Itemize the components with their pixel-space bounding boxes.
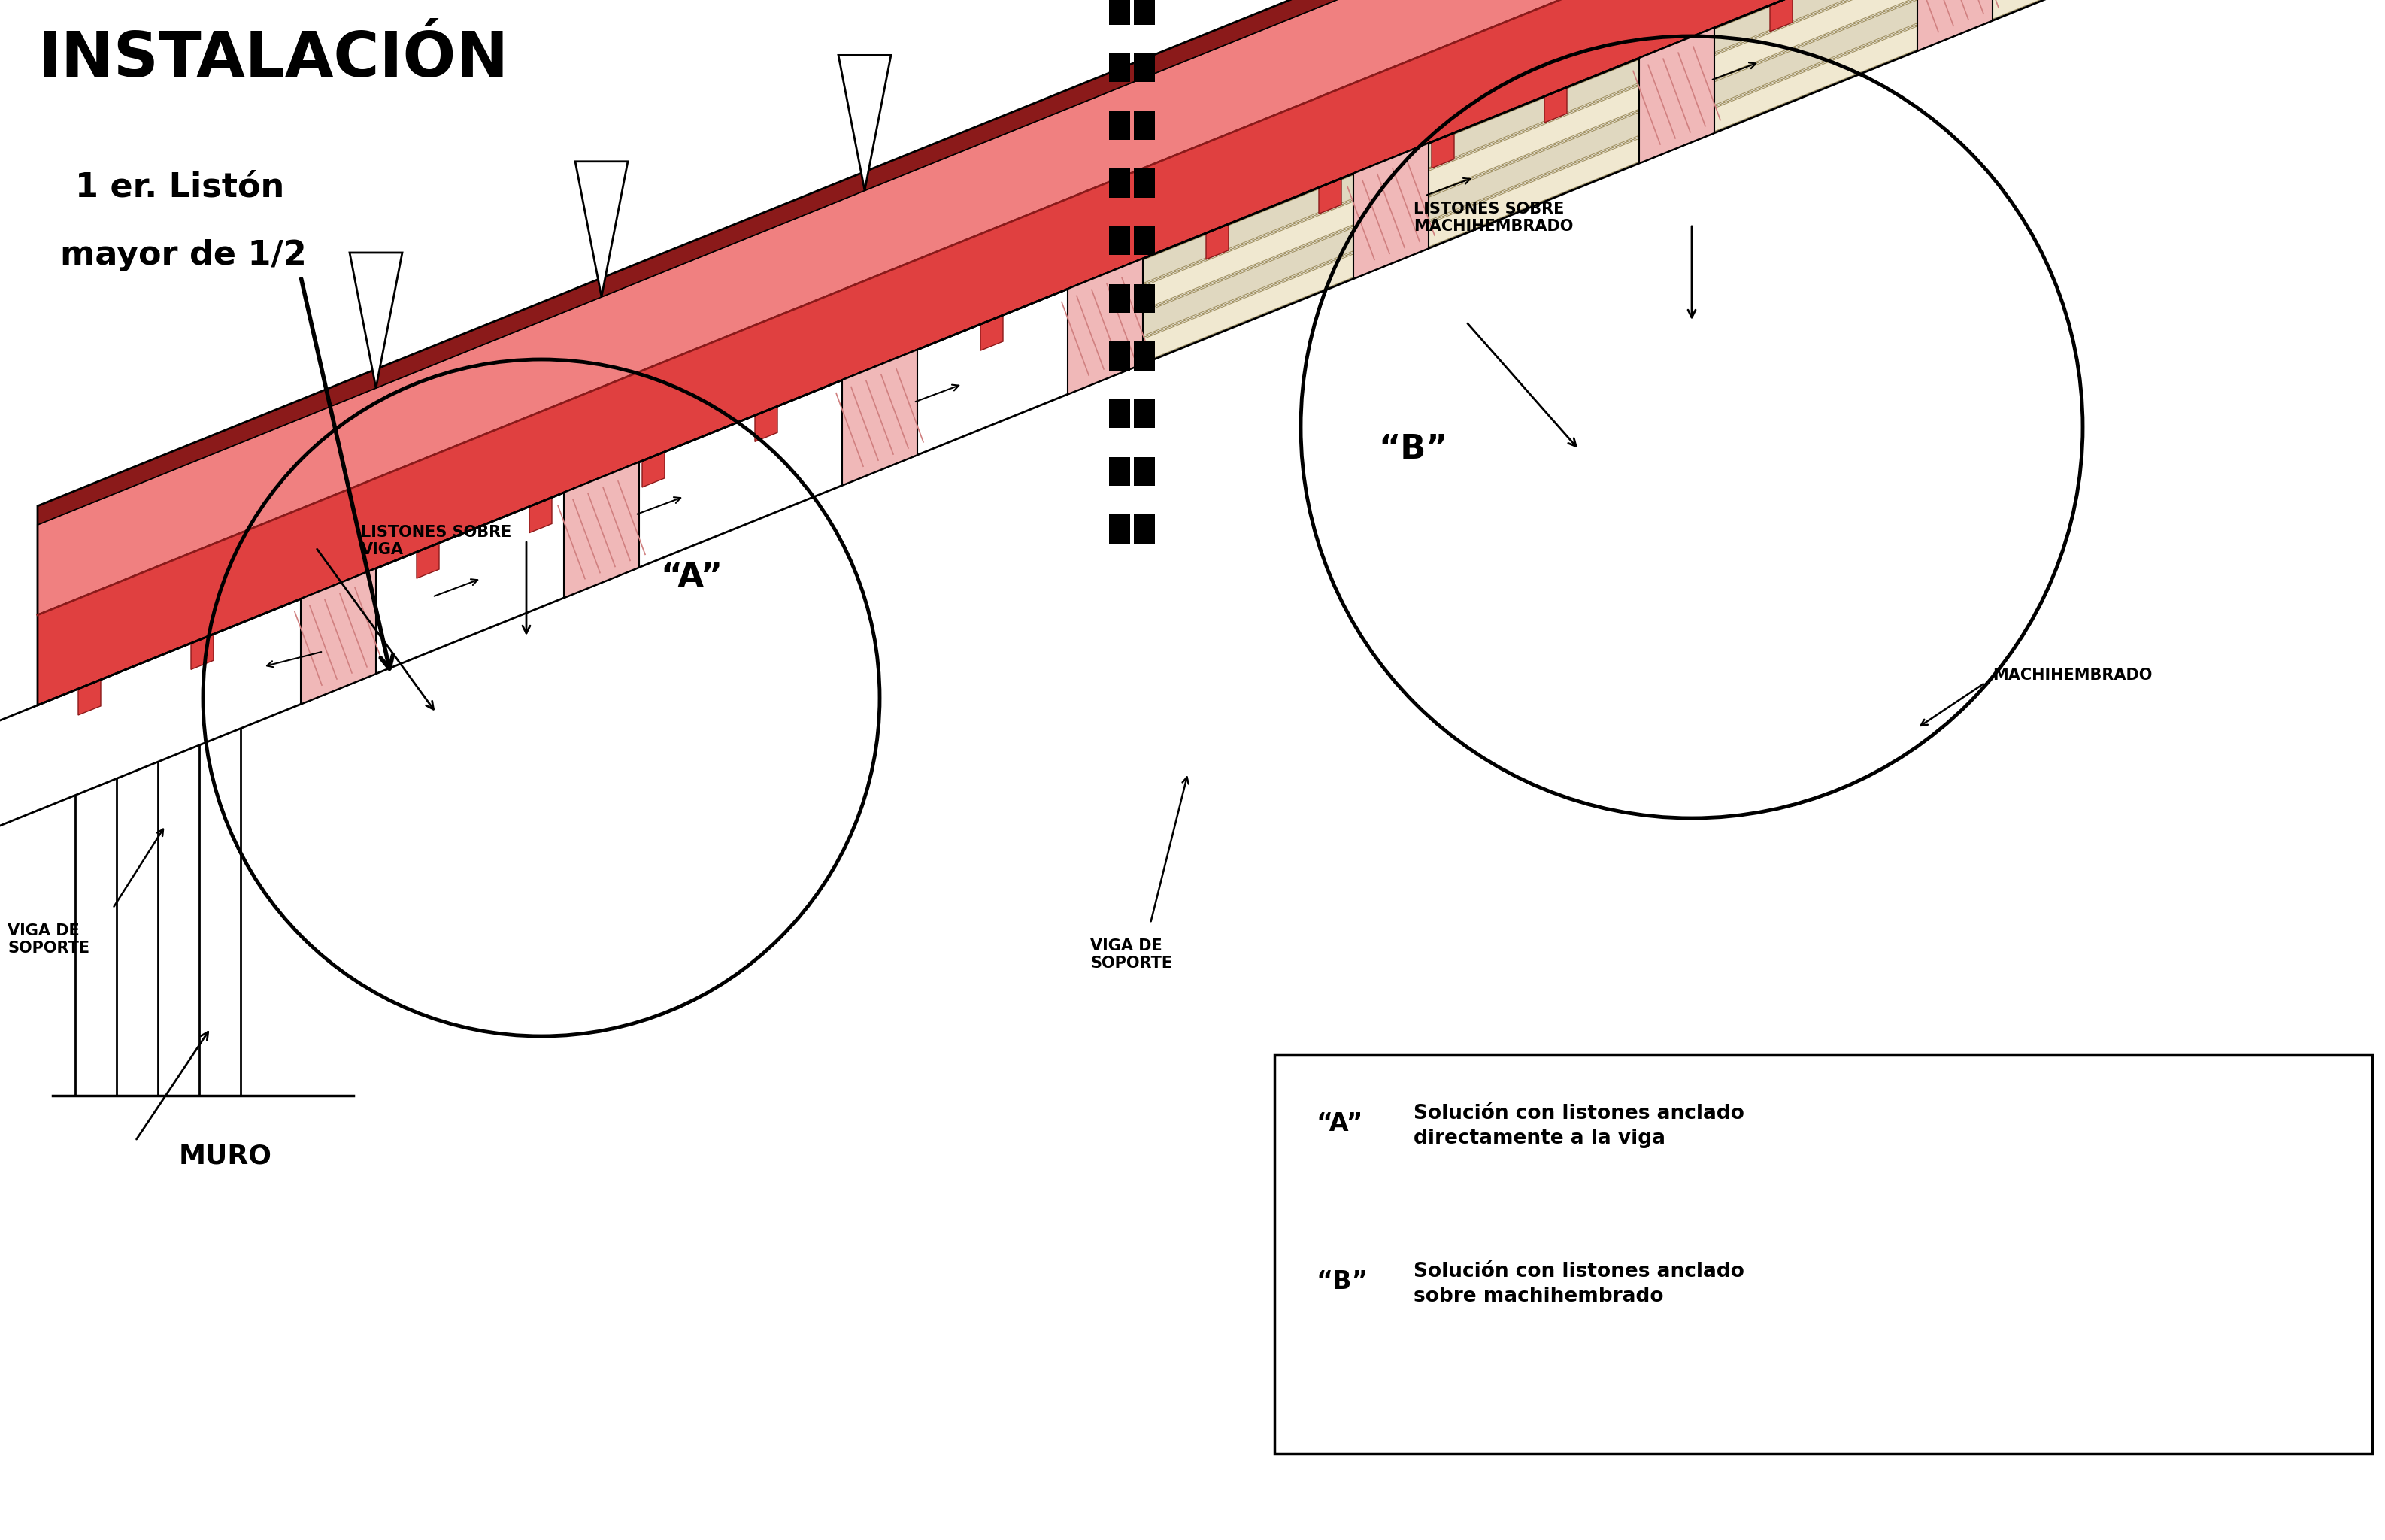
Bar bbox=[1133, 399, 1154, 428]
Polygon shape bbox=[398, 544, 439, 579]
Bar bbox=[1133, 111, 1154, 140]
Bar bbox=[1109, 283, 1130, 313]
Polygon shape bbox=[174, 634, 215, 670]
Polygon shape bbox=[38, 0, 2383, 525]
Polygon shape bbox=[1068, 259, 1142, 394]
Polygon shape bbox=[964, 316, 1004, 351]
Text: “B”: “B” bbox=[1379, 433, 1448, 465]
Bar bbox=[1133, 0, 1154, 25]
Text: LISTONES SOBRE
MACHIHEMBRADO: LISTONES SOBRE MACHIHEMBRADO bbox=[1414, 202, 1574, 234]
Text: Solución con listones anclado
sobre machihembrado: Solución con listones anclado sobre mach… bbox=[1414, 1261, 1743, 1306]
Polygon shape bbox=[575, 162, 627, 297]
Bar bbox=[1133, 169, 1154, 197]
Text: VIGA DE
SOPORTE: VIGA DE SOPORTE bbox=[1090, 938, 1173, 970]
Text: Solución con listones anclado
directamente a la viga: Solución con listones anclado directamen… bbox=[1414, 1104, 1743, 1149]
Polygon shape bbox=[286, 588, 327, 624]
Bar bbox=[1133, 457, 1154, 485]
Bar bbox=[1109, 0, 1130, 25]
Polygon shape bbox=[737, 407, 778, 442]
Text: MURO: MURO bbox=[179, 1144, 272, 1169]
Polygon shape bbox=[849, 360, 890, 396]
Text: MACHIHEMBRADO: MACHIHEMBRADO bbox=[1991, 668, 2151, 682]
Polygon shape bbox=[1188, 223, 1228, 259]
Polygon shape bbox=[38, 0, 2383, 614]
Bar bbox=[1109, 342, 1130, 371]
Polygon shape bbox=[1300, 179, 1340, 214]
Bar bbox=[1109, 169, 1130, 197]
Text: mayor de 1/2: mayor de 1/2 bbox=[60, 239, 308, 271]
Polygon shape bbox=[1526, 88, 1567, 123]
Bar bbox=[1109, 457, 1130, 485]
Polygon shape bbox=[1414, 132, 1455, 168]
Polygon shape bbox=[840, 55, 892, 191]
Text: INSTALACIÓN: INSTALACIÓN bbox=[38, 29, 508, 89]
Polygon shape bbox=[1918, 0, 1991, 51]
Text: “A”: “A” bbox=[661, 562, 723, 593]
Text: 1 er. Listón: 1 er. Listón bbox=[76, 171, 284, 203]
Polygon shape bbox=[1142, 0, 2385, 310]
Bar bbox=[1133, 283, 1154, 313]
Bar bbox=[1109, 111, 1130, 140]
Text: LISTONES SOBRE
VIGA: LISTONES SOBRE VIGA bbox=[360, 525, 510, 557]
Polygon shape bbox=[351, 253, 403, 388]
Polygon shape bbox=[1142, 0, 2385, 362]
Bar bbox=[1109, 514, 1130, 544]
Text: VIGA DE
SOPORTE: VIGA DE SOPORTE bbox=[7, 924, 91, 956]
Bar bbox=[1133, 54, 1154, 82]
Text: “A”: “A” bbox=[1317, 1112, 1362, 1137]
Polygon shape bbox=[1076, 270, 1116, 305]
Bar bbox=[1133, 342, 1154, 371]
Polygon shape bbox=[1142, 0, 2385, 336]
Polygon shape bbox=[1638, 42, 1679, 77]
FancyBboxPatch shape bbox=[1274, 1055, 2373, 1454]
Bar bbox=[1109, 54, 1130, 82]
Polygon shape bbox=[1753, 0, 1794, 31]
Bar bbox=[1133, 514, 1154, 544]
Bar bbox=[1109, 399, 1130, 428]
Polygon shape bbox=[1142, 0, 2385, 283]
Polygon shape bbox=[510, 497, 551, 533]
Text: “B”: “B” bbox=[1317, 1269, 1369, 1294]
Bar bbox=[1133, 226, 1154, 256]
Polygon shape bbox=[1352, 143, 1429, 279]
Polygon shape bbox=[301, 568, 377, 704]
Polygon shape bbox=[625, 451, 665, 487]
Polygon shape bbox=[1638, 28, 1715, 163]
Polygon shape bbox=[38, 0, 2383, 705]
Polygon shape bbox=[563, 462, 639, 598]
Polygon shape bbox=[842, 350, 918, 485]
Bar bbox=[1109, 226, 1130, 256]
Polygon shape bbox=[60, 679, 100, 715]
